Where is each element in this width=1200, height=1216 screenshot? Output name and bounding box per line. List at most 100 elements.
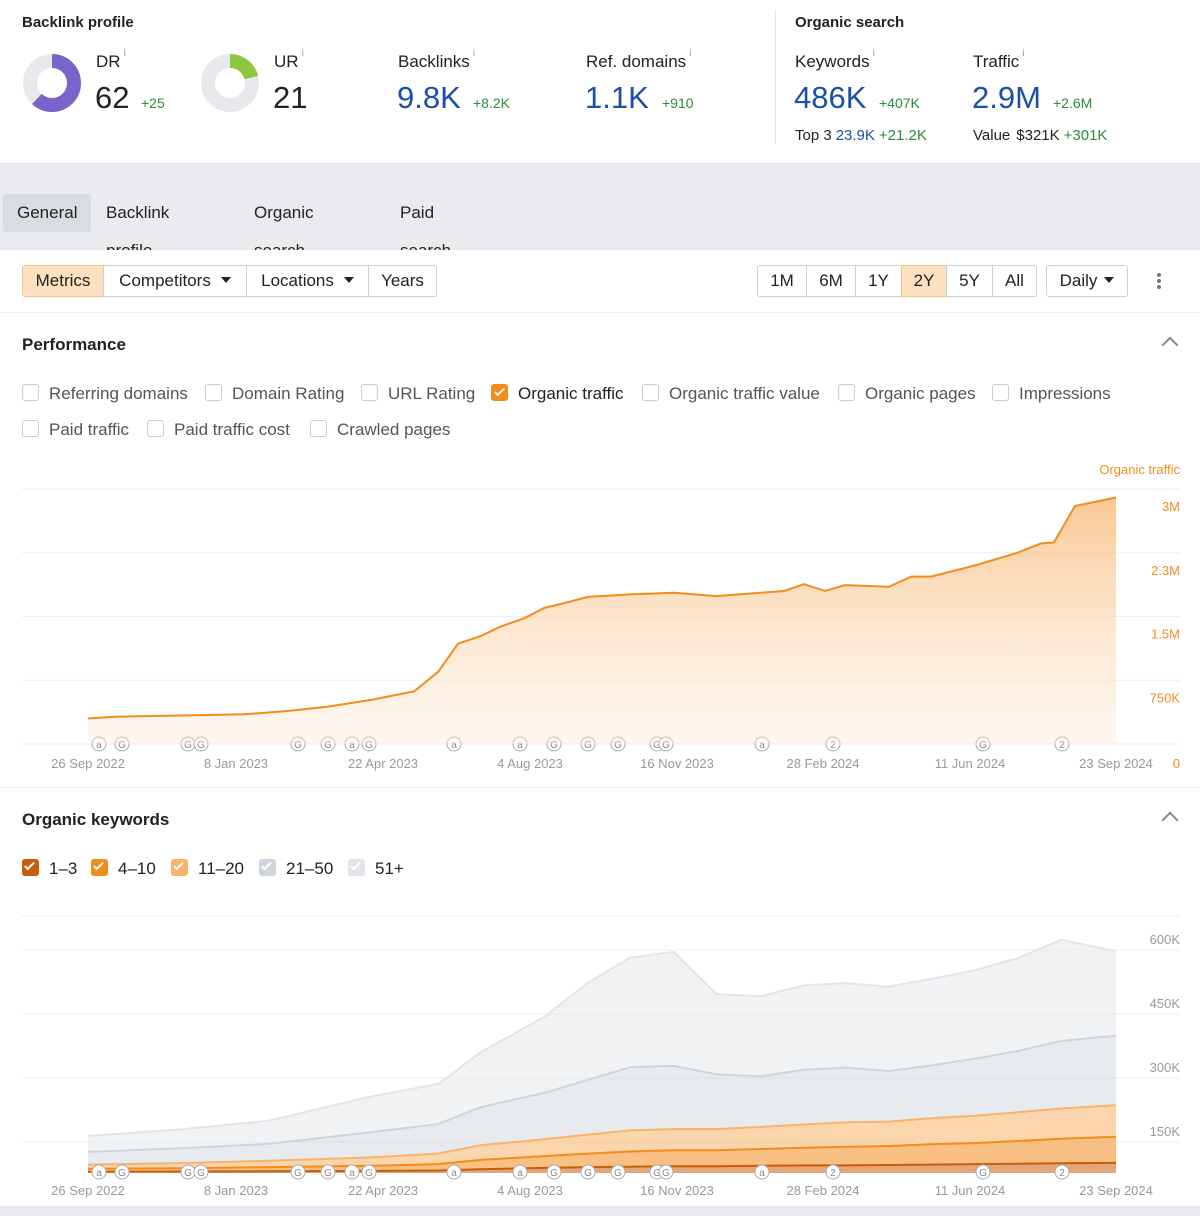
range-all-button[interactable]: All (992, 265, 1037, 297)
checkbox-box (171, 859, 188, 877)
traffic-value-row: Value $321K +301K (973, 127, 1107, 144)
y-tick-label: 150K (1150, 1124, 1181, 1139)
annotation-marker-label: G (662, 1168, 670, 1179)
metrics-button[interactable]: Metrics (22, 265, 104, 297)
annotation-marker-label: G (118, 740, 126, 751)
annotation-marker-label: G (184, 1168, 192, 1179)
collapse-keywords-icon[interactable] (1161, 811, 1179, 829)
checkbox-impressions[interactable]: Impressions (992, 384, 1111, 404)
dr-info-icon[interactable]: i (123, 48, 126, 59)
collapse-performance-icon[interactable] (1161, 336, 1179, 354)
checkbox-box (348, 859, 365, 877)
ref-domains-info-icon[interactable]: i (689, 48, 692, 59)
annotation-marker (825, 1164, 841, 1180)
annotation-marker-label: 2 (1059, 740, 1065, 751)
annotation-marker-label: a (96, 1168, 102, 1179)
checkbox-position-11-20[interactable]: 11–20 (171, 859, 244, 879)
backlinks-info-icon[interactable]: i (472, 48, 476, 59)
x-tick-label: 22 Apr 2023 (348, 1183, 418, 1198)
ur-gauge (201, 54, 259, 112)
organic-traffic-area (88, 497, 1116, 744)
annotation-marker-label: G (614, 1168, 622, 1179)
checkbox-crawled-pages[interactable]: Crawled pages (310, 420, 450, 440)
annotation-marker (546, 1164, 562, 1180)
checkbox-paid-traffic[interactable]: Paid traffic (22, 420, 129, 440)
main-panel: Metrics Competitors Locations Years 1M 6… (0, 250, 1200, 1206)
keywords-line-1 (87, 1135, 1117, 1170)
years-button[interactable]: Years (368, 265, 437, 297)
ref-domains-value[interactable]: 1.1K (585, 80, 649, 115)
backlinks-label: Backlinks i (398, 48, 476, 71)
checkbox-label: 1–3 (49, 859, 78, 878)
checkbox-organic-traffic[interactable]: Organic traffic (491, 384, 624, 404)
range-1y-button[interactable]: 1Y (855, 265, 902, 297)
annotation-marker (91, 1164, 107, 1180)
organic-keywords-title: Organic keywords (22, 810, 170, 829)
annotation-marker-label: G (197, 740, 205, 751)
annotation-marker-label: G (365, 1168, 373, 1179)
checkbox-box (22, 420, 39, 438)
top3-value[interactable]: 23.9K (835, 127, 875, 144)
checkbox-paid-traffic-cost[interactable]: Paid traffic cost (147, 420, 290, 440)
ur-value: 21 (273, 80, 308, 115)
checkbox-position-4-10[interactable]: 4–10 (91, 859, 156, 879)
y-tick-label: 2.3M (1151, 563, 1180, 578)
annotation-marker-label: G (550, 1168, 558, 1179)
checkmark-icon (173, 859, 184, 871)
organic-keywords-chart: 600K 450K 300K 150K 26 Sep 2022 8 Jan 2023 22 … (22, 915, 1181, 1198)
chevron-down-icon (343, 276, 354, 283)
range-1m-button[interactable]: 1M (757, 265, 807, 297)
locations-dropdown[interactable]: Locations (246, 265, 369, 297)
interval-dropdown[interactable]: Daily (1046, 265, 1128, 297)
annotation-marker-label: a (517, 740, 523, 751)
y-tick-label: 300K (1150, 1060, 1181, 1075)
traffic-value[interactable]: 2.9M (972, 80, 1041, 115)
range-5y-button[interactable]: 5Y (946, 265, 993, 297)
annotation-marker-label: G (614, 740, 622, 751)
performance-title: Performance (22, 335, 126, 354)
annotation-marker-label: G (324, 740, 332, 751)
keywords-line-4 (87, 938, 1117, 1137)
top3-delta: +21.2K (878, 127, 927, 144)
x-tick-label: 4 Aug 2023 (497, 756, 563, 771)
checkbox-position-21-50[interactable]: 21–50 (259, 859, 333, 879)
traffic-label: Traffic i (973, 48, 1025, 71)
annotation-marker (193, 1164, 209, 1180)
checkbox-box (642, 384, 659, 402)
range-6m-button[interactable]: 6M (806, 265, 856, 297)
more-options-icon[interactable] (1157, 271, 1161, 291)
checkbox-position-1-3[interactable]: 1–3 (22, 859, 77, 879)
annotation-marker-label: a (96, 740, 102, 751)
x-tick-label: 11 Jun 2024 (935, 1183, 1006, 1198)
checkbox-label: 51+ (375, 859, 404, 878)
annotation-marker-label: G (584, 740, 592, 751)
annotation-marker (512, 1164, 528, 1180)
ur-info-icon[interactable]: i (301, 48, 304, 59)
top3-label: Top 3 (795, 127, 832, 144)
keywords-info-icon[interactable]: i (872, 48, 875, 59)
keywords-value[interactable]: 486K (794, 80, 867, 115)
tab-general[interactable]: General (3, 194, 92, 232)
keywords-line-2 (87, 1104, 1117, 1166)
range-2y-button[interactable]: 2Y (901, 265, 947, 297)
checkbox-position-51-plus[interactable]: 51+ (348, 859, 404, 879)
checkbox-url-rating[interactable]: URL Rating (361, 384, 475, 404)
tab-organic-search[interactable]: Organic search (254, 203, 314, 260)
x-tick-label: 4 Aug 2023 (497, 1183, 563, 1198)
competitors-dropdown[interactable]: Competitors (103, 265, 247, 297)
backlinks-value[interactable]: 9.8K (397, 80, 461, 115)
traffic-info-icon[interactable]: i (1022, 48, 1025, 59)
annotation-marker (446, 1164, 462, 1180)
checkbox-label: Organic traffic value (669, 384, 820, 403)
checkbox-referring-domains[interactable]: Referring domains (22, 384, 188, 404)
annotation-marker-label: a (349, 740, 355, 751)
checkbox-organic-traffic-value[interactable]: Organic traffic value (642, 384, 820, 404)
checkbox-domain-rating[interactable]: Domain Rating (205, 384, 344, 404)
annotation-marker-label: a (759, 740, 765, 751)
checkbox-organic-pages[interactable]: Organic pages (838, 384, 976, 404)
annotation-marker (290, 1164, 306, 1180)
tab-backlink-profile[interactable]: Backlink profile (106, 203, 170, 260)
tab-paid-search[interactable]: Paid search (400, 203, 451, 260)
checkbox-box (205, 384, 222, 402)
x-tick-label: 8 Jan 2023 (204, 756, 268, 771)
